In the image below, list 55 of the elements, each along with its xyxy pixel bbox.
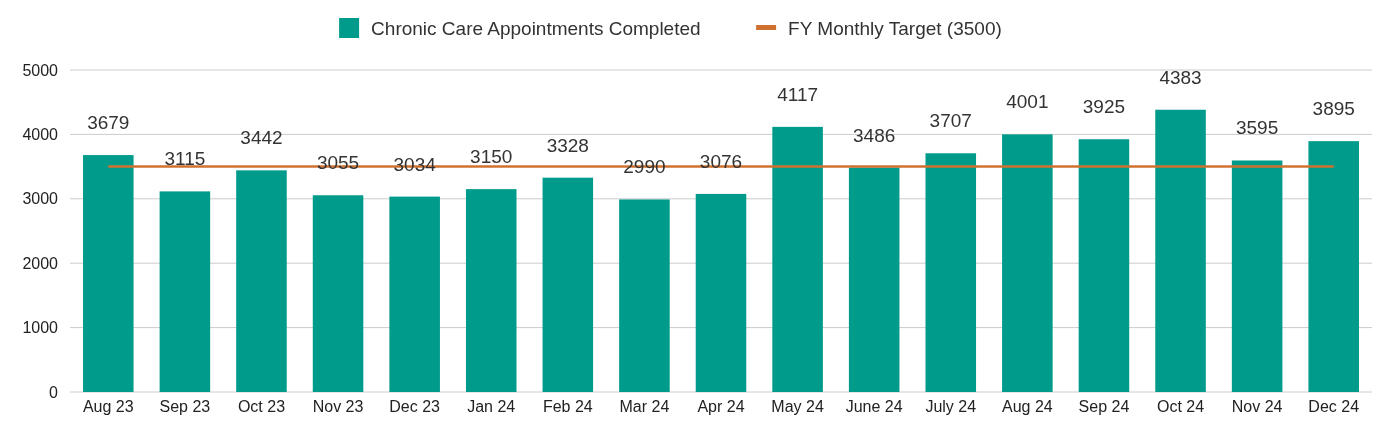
bar	[312, 195, 364, 392]
data-label: 3707	[929, 110, 972, 132]
x-tick-label: Sep 23	[159, 398, 211, 415]
data-label: 3925	[1082, 96, 1126, 118]
x-tick-label: Sep 24	[1078, 398, 1130, 415]
y-tick-label: 2000	[22, 254, 59, 272]
bar	[159, 191, 211, 392]
x-tick-label: Jan 24	[467, 398, 516, 415]
bar	[83, 155, 134, 392]
data-label: 3442	[240, 127, 283, 149]
y-tick-label: 0	[49, 383, 59, 401]
x-tick-label: Nov 23	[312, 398, 364, 415]
legend-label: Chronic Care Appointments Completed	[371, 17, 701, 39]
bar	[1155, 109, 1206, 392]
bar	[772, 126, 823, 392]
data-label: 3115	[164, 148, 206, 170]
bar	[1308, 141, 1359, 392]
x-tick-label: Oct 23	[237, 398, 286, 415]
bar	[465, 189, 517, 392]
data-label: 3486	[853, 124, 896, 146]
bar	[1002, 134, 1053, 392]
data-label: 3679	[87, 112, 130, 134]
x-tick-label: Aug 24	[1001, 398, 1053, 415]
bar	[848, 167, 900, 392]
data-label: 4383	[1159, 66, 1202, 88]
x-tick-label: Aug 23	[82, 398, 134, 415]
data-label: 4117	[777, 83, 819, 105]
x-tick-label: Apr 24	[697, 398, 745, 415]
x-tick-label: Mar 24	[619, 398, 670, 415]
bar	[695, 193, 747, 392]
x-tick-label: Oct 24	[1156, 398, 1205, 415]
bar	[619, 199, 670, 392]
bar	[542, 177, 594, 392]
data-label: 4001	[1006, 91, 1049, 113]
bar	[236, 170, 287, 392]
bar	[1231, 160, 1283, 392]
x-tick-label: July 24	[925, 398, 977, 415]
x-tick-label: Feb 24	[542, 398, 593, 415]
x-tick-label: Dec 23	[389, 398, 441, 415]
x-tick-label: Nov 24	[1231, 398, 1283, 415]
bar	[1078, 139, 1130, 392]
y-tick-label: 5000	[22, 61, 59, 79]
legend-label: FY Monthly Target (3500)	[788, 17, 1002, 39]
y-tick-label: 3000	[22, 190, 59, 208]
data-label: 3895	[1312, 98, 1355, 120]
bar	[925, 153, 977, 392]
x-tick-label: June 24	[845, 398, 903, 415]
y-tick-label: 4000	[22, 126, 59, 143]
y-tick-label: 1000	[22, 319, 59, 337]
data-label: 3150	[470, 146, 513, 168]
data-label: 3328	[546, 134, 589, 156]
data-label: 3595	[1235, 117, 1279, 139]
x-tick-label: May 24	[771, 398, 824, 415]
x-tick-label: Dec 24	[1308, 398, 1360, 415]
bar	[389, 196, 440, 392]
